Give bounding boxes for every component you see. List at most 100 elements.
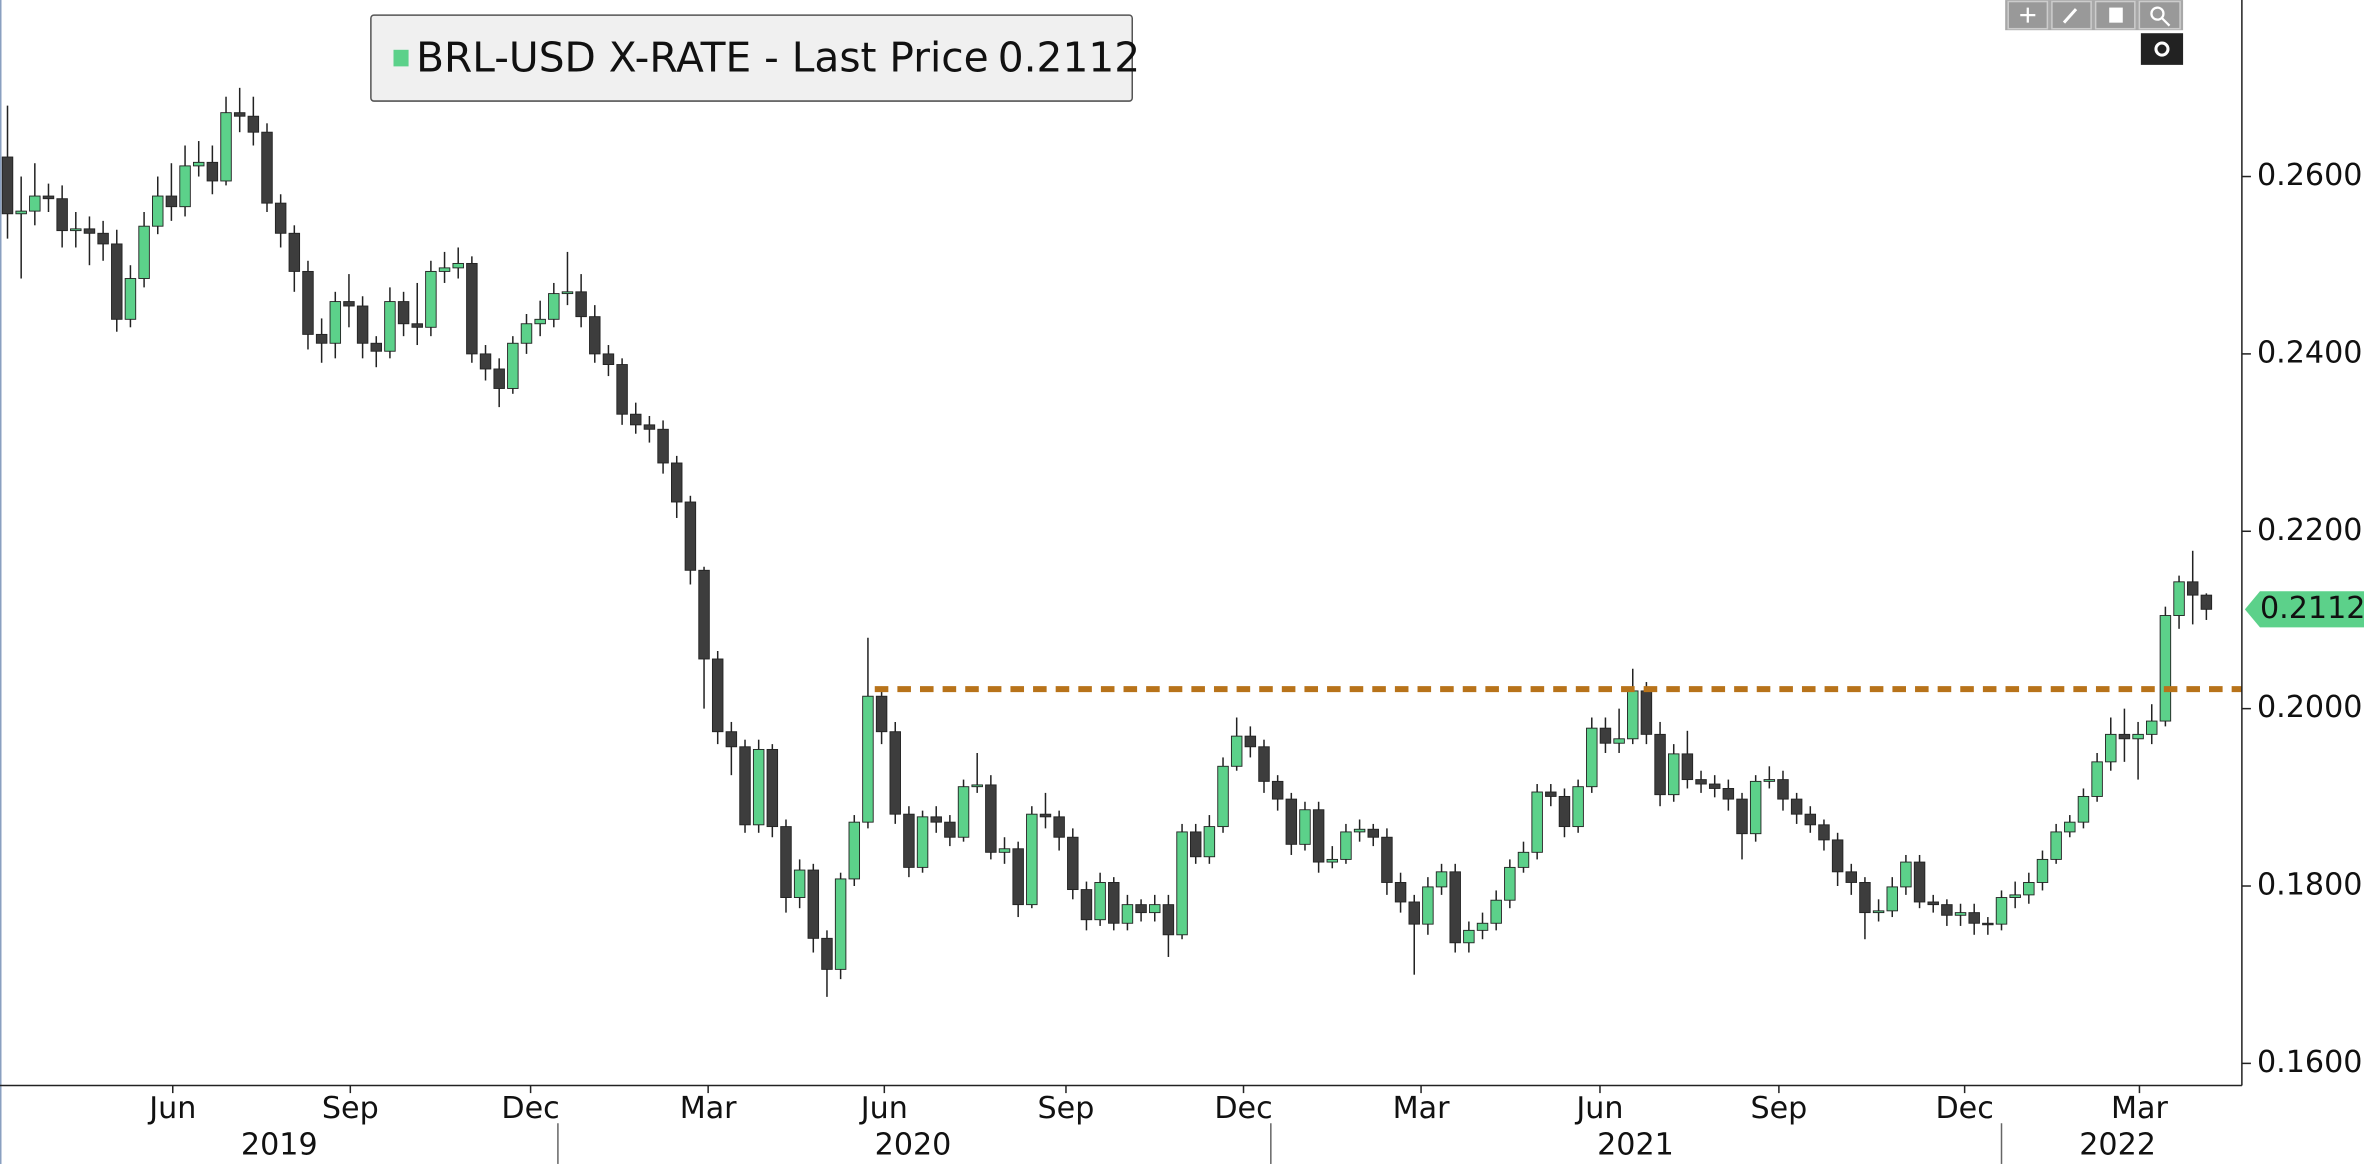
candle-body [1039,813,1052,818]
toolbar-icon [2020,7,2036,23]
candle-body [29,195,41,212]
candle-body [206,161,219,182]
candle-body [1886,886,1898,912]
candle-body [302,270,314,335]
candle-body [438,267,451,272]
candle-body [671,462,683,503]
candle-body [520,323,533,344]
candle-body [2091,761,2103,797]
candle-body [1299,809,1311,845]
candle-body [1176,831,1188,936]
candle-body [780,826,792,898]
candle-body [220,112,232,182]
candle-body [1654,733,1666,796]
candle-body [1995,897,2008,925]
candle-body [602,353,615,365]
x-tick-label: Sep [1038,1091,1095,1126]
candle-body [1217,765,1229,828]
candle-body [998,848,1011,853]
candle-body [711,658,724,733]
candle-body [1203,826,1216,858]
candle-body [1736,798,1748,835]
toolbar-button[interactable] [2138,0,2181,30]
toolbar-icon [2109,7,2123,23]
candle-body [766,748,779,828]
candle-body [739,746,751,826]
candle-body [1449,871,1461,944]
candle-body [2200,594,2213,610]
candle-body [1504,866,1516,901]
candle-body [1,156,14,215]
x-tick-label: Mar [1393,1091,1450,1126]
candle-body [561,291,574,295]
candle-body [2186,581,2199,596]
candle-body [397,301,410,325]
candle-body [1722,788,1735,800]
candle-body [1408,901,1420,925]
x-tick-label: Sep [1750,1091,1807,1126]
candle-body [343,301,355,307]
candle-body [1613,738,1625,744]
y-tick-label: 0.1800 [2257,868,2362,903]
x-tick-label: Dec [1214,1091,1272,1126]
candle-body [2023,882,2035,896]
y-tick-label: 0.1600 [2257,1045,2362,1080]
candle-body [903,813,915,868]
candle-body [1695,779,1707,785]
candle-body [1108,882,1120,924]
year-label: 2021 [1597,1127,1674,1162]
candle-body [384,301,396,352]
legend-box [370,14,1134,102]
candle-body [1599,727,1612,744]
candle-body [643,424,656,430]
candle-body [657,428,669,464]
candle-body [138,225,150,279]
candle-body [466,262,478,355]
candle-body [1708,783,1721,789]
candle-body [1067,836,1079,891]
candle-body [1435,871,1448,888]
candle-body [1927,901,1939,906]
candle-body [534,318,546,325]
candle-body [315,333,328,344]
toolbar-icon [2062,8,2078,24]
x-tick-label: Dec [1935,1091,1993,1126]
candle-body [1271,780,1284,800]
year-label: 2020 [875,1127,952,1162]
candle-body [1121,904,1134,924]
x-tick-label: Dec [501,1091,559,1126]
candle-body [1312,809,1325,863]
x-tick-label: Jun [147,1091,196,1126]
candle-body [2132,733,2144,740]
y-tick-label: 0.2200 [2257,513,2362,548]
candle-body [2118,733,2131,740]
candle-body [1094,882,1106,921]
candle-body [725,731,738,748]
candle-body [1749,780,1762,835]
settings-button[interactable] [2140,33,2184,65]
year-label: 2022 [2079,1127,2156,1162]
candle-body [1258,746,1270,782]
candle-body [575,291,587,318]
candle-body [356,305,369,344]
candle-body [247,115,260,133]
candle-body [15,210,27,215]
candle-body [1845,871,1858,883]
candle-body [261,131,273,204]
candle-body [274,202,287,234]
candle-body [42,195,55,200]
candle-body [1244,735,1257,748]
legend-label: BRL-USD X-RATE - Last Price [416,33,989,81]
candle-body [2036,858,2049,883]
x-tick-label: Mar [680,1091,737,1126]
candle-body [1476,922,1489,931]
candle-body [875,695,888,733]
legend-value: 0.2112 [998,33,1140,81]
candle-body [1422,886,1434,925]
candle-body [1353,828,1366,833]
candle-body [1831,839,1844,873]
candle-body [2159,615,2172,722]
legend-text: BRL-USD X-RATE - Last Price 0.2112 [416,33,1140,81]
candle-body [1490,899,1502,924]
candle-body [1804,813,1817,826]
